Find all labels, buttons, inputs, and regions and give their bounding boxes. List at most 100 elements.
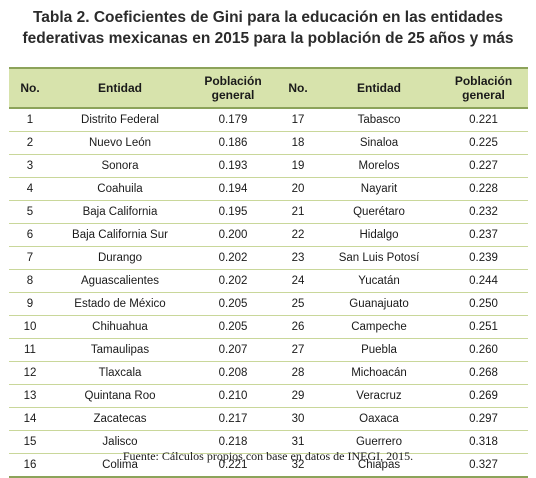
cell-entidad: Quintana Roo — [51, 384, 189, 408]
cell-no: 29 — [277, 384, 319, 408]
cell-poblacion-general: 0.217 — [189, 407, 277, 431]
cell-entidad: Aguascalientes — [51, 269, 189, 293]
cell-poblacion-general: 0.250 — [439, 292, 528, 316]
cell-entidad: Tlaxcala — [51, 361, 189, 385]
cell-poblacion-general: 0.297 — [439, 407, 528, 431]
cell-entidad: San Luis Potosí — [319, 246, 439, 270]
cell-poblacion-general: 0.205 — [189, 292, 277, 316]
table-row: 14 Zacatecas 0.217 30 Oaxaca 0.297 — [9, 407, 528, 431]
header-row: No. Entidad Población general No. Entidad… — [9, 67, 528, 109]
table-title: Tabla 2. Coeficientes de Gini para la ed… — [0, 7, 536, 49]
cell-no: 21 — [277, 200, 319, 224]
table-row: 6 Baja California Sur 0.200 22 Hidalgo 0.237 — [9, 223, 528, 247]
cell-no: 20 — [277, 177, 319, 201]
cell-entidad: Michoacán — [319, 361, 439, 385]
cell-poblacion-general: 0.202 — [189, 269, 277, 293]
cell-entidad: Jalisco — [51, 430, 189, 454]
cell-entidad: Baja California — [51, 200, 189, 224]
cell-poblacion-general: 0.269 — [439, 384, 528, 408]
cell-entidad: Estado de México — [51, 292, 189, 316]
cell-no: 1 — [9, 108, 51, 132]
table-row: 9 Estado de México 0.205 25 Guanajuato 0.250 — [9, 292, 528, 316]
cell-no: 8 — [9, 269, 51, 293]
cell-poblacion-general: 0.228 — [439, 177, 528, 201]
table-row: 3 Sonora 0.193 19 Morelos 0.227 — [9, 154, 528, 178]
cell-entidad: Guerrero — [319, 430, 439, 454]
cell-poblacion-general: 0.268 — [439, 361, 528, 385]
cell-entidad: Morelos — [319, 154, 439, 178]
table-row: 11 Tamaulipas 0.207 27 Puebla 0.260 — [9, 338, 528, 362]
cell-no: 11 — [9, 338, 51, 362]
cell-entidad: Querétaro — [319, 200, 439, 224]
table-title-line-1: Tabla 2. Coeficientes de Gini para la ed… — [32, 9, 504, 26]
table-row: 5 Baja California 0.195 21 Querétaro 0.232 — [9, 200, 528, 224]
cell-poblacion-general: 0.225 — [439, 131, 528, 155]
cell-no: 5 — [9, 200, 51, 224]
cell-no: 14 — [9, 407, 51, 431]
cell-poblacion-general: 0.318 — [439, 430, 528, 454]
cell-no: 13 — [9, 384, 51, 408]
cell-no: 22 — [277, 223, 319, 247]
cell-entidad: Zacatecas — [51, 407, 189, 431]
header-entidad-right: Entidad — [319, 67, 439, 109]
cell-entidad: Sinaloa — [319, 131, 439, 155]
header-poblacion-line-1: Población — [204, 74, 262, 88]
cell-entidad: Hidalgo — [319, 223, 439, 247]
cell-no: 28 — [277, 361, 319, 385]
cell-entidad: Chihuahua — [51, 315, 189, 339]
cell-poblacion-general: 0.244 — [439, 269, 528, 293]
cell-no: 19 — [277, 154, 319, 178]
cell-no: 10 — [9, 315, 51, 339]
cell-no: 24 — [277, 269, 319, 293]
table-title-line-2: federativas mexicanas en 2015 para la po… — [22, 30, 514, 47]
table-body: 1 Distrito Federal 0.179 17 Tabasco 0.221 2 Nue… — [9, 108, 528, 478]
cell-no: 30 — [277, 407, 319, 431]
cell-no: 2 — [9, 131, 51, 155]
table-row: 12 Tlaxcala 0.208 28 Michoacán 0.268 — [9, 361, 528, 385]
cell-no: 27 — [277, 338, 319, 362]
cell-poblacion-general: 0.239 — [439, 246, 528, 270]
cell-no: 23 — [277, 246, 319, 270]
table-row: 15 Jalisco 0.218 31 Guerrero 0.318 — [9, 430, 528, 454]
cell-poblacion-general: 0.210 — [189, 384, 277, 408]
header-poblacion-right-line-1: Población — [454, 74, 513, 88]
cell-poblacion-general: 0.179 — [189, 108, 277, 132]
cell-entidad: Tamaulipas — [51, 338, 189, 362]
cell-poblacion-general: 0.232 — [439, 200, 528, 224]
cell-poblacion-general: 0.227 — [439, 154, 528, 178]
cell-poblacion-general: 0.260 — [439, 338, 528, 362]
cell-poblacion-general: 0.221 — [439, 108, 528, 132]
cell-entidad: Nayarit — [319, 177, 439, 201]
cell-poblacion-general: 0.207 — [189, 338, 277, 362]
cell-entidad: Puebla — [319, 338, 439, 362]
header-poblacion-line-2: general — [211, 88, 255, 102]
cell-no: 18 — [277, 131, 319, 155]
header-entidad: Entidad — [51, 67, 189, 109]
cell-no: 12 — [9, 361, 51, 385]
table-row: 2 Nuevo León 0.186 18 Sinaloa 0.225 — [9, 131, 528, 155]
table-row: 10 Chihuahua 0.205 26 Campeche 0.251 — [9, 315, 528, 339]
cell-entidad: Tabasco — [319, 108, 439, 132]
cell-no: 26 — [277, 315, 319, 339]
cell-entidad: Distrito Federal — [51, 108, 189, 132]
cell-poblacion-general: 0.200 — [189, 223, 277, 247]
cell-no: 6 — [9, 223, 51, 247]
cell-poblacion-general: 0.194 — [189, 177, 277, 201]
cell-poblacion-general: 0.251 — [439, 315, 528, 339]
header-no: No. — [9, 67, 51, 109]
cell-poblacion-general: 0.193 — [189, 154, 277, 178]
table-row: 4 Coahuila 0.194 20 Nayarit 0.228 — [9, 177, 528, 201]
cell-poblacion-general: 0.237 — [439, 223, 528, 247]
cell-poblacion-general: 0.202 — [189, 246, 277, 270]
cell-entidad: Durango — [51, 246, 189, 270]
header-no-right: No. — [277, 67, 319, 109]
table-row: 13 Quintana Roo 0.210 29 Veracruz 0.269 — [9, 384, 528, 408]
cell-entidad: Campeche — [319, 315, 439, 339]
cell-poblacion-general: 0.195 — [189, 200, 277, 224]
cell-entidad: Yucatán — [319, 269, 439, 293]
cell-entidad: Sonora — [51, 154, 189, 178]
cell-entidad: Baja California Sur — [51, 223, 189, 247]
cell-no: 25 — [277, 292, 319, 316]
header-poblacion-right: Población general — [439, 67, 528, 109]
source-note: Fuente: Cálculos propios con base en dat… — [122, 449, 414, 463]
